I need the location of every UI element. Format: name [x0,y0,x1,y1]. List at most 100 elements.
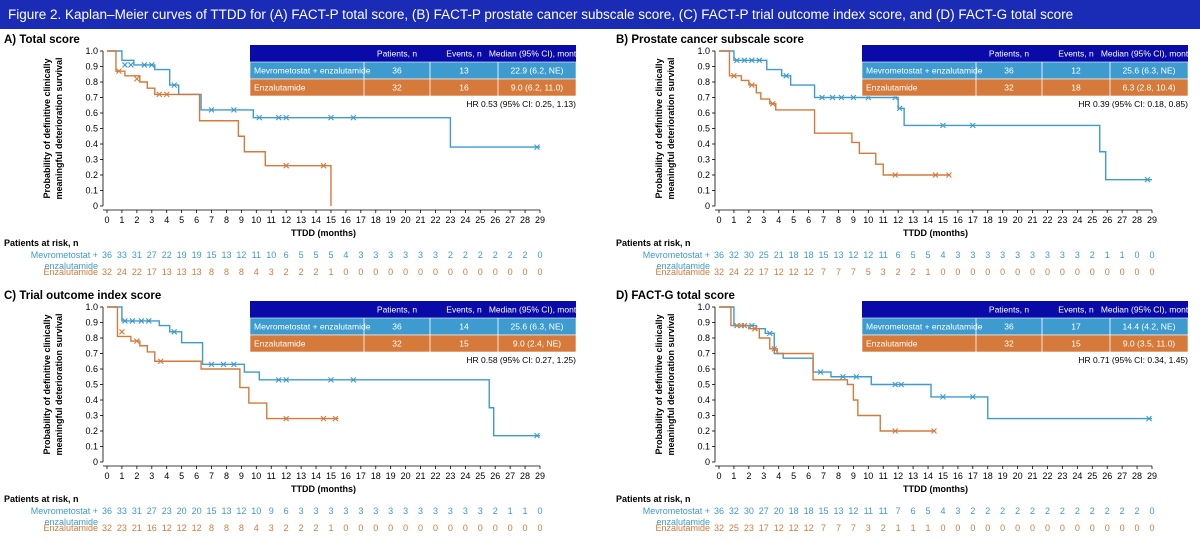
at-risk-value: 0 [433,523,438,533]
censor-mark [163,91,170,98]
figure-title-banner: Figure 2. Kaplan–Meier curves of TTDD fo… [0,0,1200,29]
at-risk-value: 27 [147,250,157,260]
at-risk-value: 11 [879,506,888,516]
y-axis-label-line2: meaningful deterioration survival [54,57,64,199]
x-tick-label: 18 [371,471,381,481]
at-risk-value: 3 [373,506,378,516]
at-risk-arm-label: Mevrometostat + [31,250,98,260]
at-risk-value: 7 [836,523,841,533]
x-tick-label: 18 [983,215,993,225]
x-tick-label: 3 [761,471,766,481]
table-cell-median: 25.6 (6.3, NE) [1123,66,1176,76]
at-risk-value: 2 [970,506,975,516]
censor-mark [829,94,836,101]
x-axis-label: TTDD (months) [291,484,356,494]
at-risk-value: 32 [729,506,739,516]
censor-mark [220,361,227,368]
at-risk-value: 12 [774,523,784,533]
x-tick-label: 3 [761,215,766,225]
table-cell-patients: 36 [1004,322,1014,332]
x-tick-label: 6 [806,471,811,481]
x-tick-label: 15 [938,215,948,225]
table-header-cell: Events, n [1058,305,1094,315]
x-tick-label: 7 [821,471,826,481]
at-risk-value: 33 [117,506,127,516]
at-risk-value: 12 [236,506,246,516]
at-risk-value: 0 [1105,267,1110,277]
censor-mark [275,114,282,121]
at-risk-value: 8 [224,523,229,533]
km-curve-mevrometostat [107,306,540,437]
table-cell-median: 9.0 (6.2, 11.0) [511,83,563,93]
at-risk-value: 0 [1135,267,1140,277]
x-tick-label: 11 [879,471,888,481]
table-cell-events: 13 [459,66,469,76]
y-axis-label-line1: Probability of definitive clinically [654,58,664,198]
at-risk-value: 2 [493,250,498,260]
x-tick-label: 6 [194,471,199,481]
table-header-cell: Patients, n [989,305,1029,315]
x-axis-label: TTDD (months) [291,228,356,238]
at-risk-value: 3 [388,250,393,260]
at-risk-value: 17 [759,267,769,277]
y-tick-label: 0.8 [697,333,710,343]
x-tick-label: 7 [209,215,214,225]
y-tick-label: 0.4 [85,139,98,149]
y-tick-label: 0.9 [85,318,98,328]
x-tick-label: 24 [460,471,470,481]
x-tick-label: 21 [416,471,426,481]
at-risk-value: 3 [1060,250,1065,260]
at-risk-value: 0 [985,523,990,533]
y-axis-label-line2: meaningful deterioration survival [666,57,676,199]
x-tick-label: 13 [296,215,306,225]
at-risk-value: 3 [881,267,886,277]
at-risk-value: 0 [1030,267,1035,277]
at-risk-value: 7 [821,523,826,533]
x-tick-label: 27 [505,215,515,225]
censor-mark [129,318,136,324]
at-risk-value: 2 [314,267,319,277]
at-risk-value: 5 [926,506,931,516]
hazard-ratio: HR 0.39 (95% CI: 0.18, 0.85) [1078,99,1188,109]
at-risk-value: 2 [478,250,483,260]
at-risk-arm-label: enzalutamide [44,517,98,527]
censor-mark [771,345,778,352]
x-tick-label: 6 [194,215,199,225]
at-risk-value: 0 [448,267,453,277]
x-tick-label: 4 [776,471,781,481]
table-header-cell: Median (95% CI), months [1101,49,1197,59]
table-header-row [862,45,1188,62]
panel-title: A) Total score [4,34,80,46]
censor-mark [138,318,145,324]
at-risk-value: 32 [102,523,112,533]
y-tick-label: 1.0 [85,46,98,56]
x-tick-label: 10 [251,215,261,225]
table-cell-median: 22.9 (6.2, NE) [511,66,564,76]
x-tick-label: 21 [1028,215,1038,225]
x-tick-label: 20 [1013,471,1023,481]
x-tick-label: 28 [520,471,530,481]
table-header-cell: Patients, n [377,305,417,315]
at-risk-value: 2 [1000,506,1005,516]
x-tick-label: 19 [386,215,396,225]
x-axis-label: TTDD (months) [903,484,968,494]
at-risk-value: 0 [463,523,468,533]
at-risk-value: 31 [132,250,142,260]
x-tick-label: 11 [267,471,276,481]
km-panel-2: C) Trial outcome index score Probability … [4,290,585,533]
censor-mark [783,72,790,79]
x-tick-label: 16 [953,471,963,481]
table-cell-patients: 32 [392,83,402,93]
table-cell-events: 15 [459,339,469,349]
y-tick-label: 0.9 [697,62,710,72]
y-axis-label-line1: Probability of definitive clinically [42,58,52,198]
x-tick-label: 5 [791,215,796,225]
at-risk-value: 4 [254,523,259,533]
at-risk-value: 0 [940,523,945,533]
at-risk-value: 3 [328,506,333,516]
at-risk-value: 0 [1015,267,1020,277]
x-tick-label: 13 [908,471,918,481]
at-risk-value: 0 [1015,523,1020,533]
x-tick-label: 28 [1132,215,1142,225]
y-axis-label-line2: meaningful deterioration survival [54,313,64,455]
